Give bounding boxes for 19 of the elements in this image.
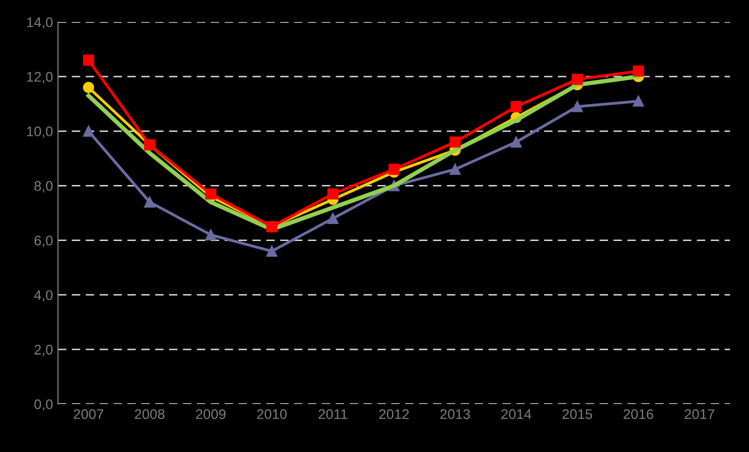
- x-tick-label: 2011: [318, 409, 348, 420]
- y-tick-label: 2,0: [34, 344, 53, 356]
- x-tick-label: 2015: [562, 409, 592, 420]
- x-tick-label: 2017: [684, 409, 714, 420]
- x-tick-label: 2009: [196, 409, 226, 420]
- y-tick-label: 10,0: [27, 126, 53, 138]
- x-tick-label: 2012: [379, 409, 409, 420]
- y-tick-label: 6,0: [34, 236, 53, 248]
- y-tick-label: 4,0: [34, 290, 53, 302]
- y-tick-label: 0,0: [34, 399, 53, 411]
- x-tick-label: 2010: [257, 409, 287, 420]
- x-tick-label: 2016: [624, 409, 654, 420]
- x-tick-label: 2014: [501, 409, 532, 420]
- x-tick-label: 2007: [74, 409, 104, 420]
- x-tick-label: 2013: [440, 409, 470, 420]
- y-tick-label: 8,0: [34, 181, 53, 193]
- y-tick-label: 14,0: [27, 17, 53, 29]
- x-tick-label: 2008: [134, 409, 164, 420]
- y-tick-label: 12,0: [27, 72, 53, 84]
